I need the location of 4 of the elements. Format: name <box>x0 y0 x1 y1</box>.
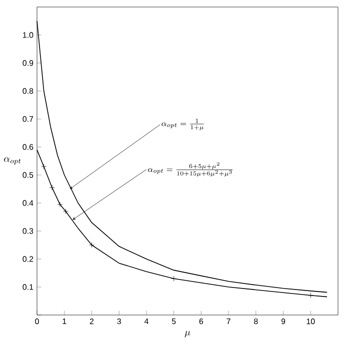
annotation: $\alpha_{opt} = \frac{1}{1+\mu}$ <box>162 118 204 130</box>
annotation: $\alpha_{opt} = \frac{6+5\mu+\mu^2}{10+15\mu+6\mu^2+\mu^3}$ <box>148 162 233 177</box>
y-axis-title: $\alpha_{opt}$ <box>4 157 21 165</box>
x-axis-title: $\mu$ <box>184 330 190 338</box>
